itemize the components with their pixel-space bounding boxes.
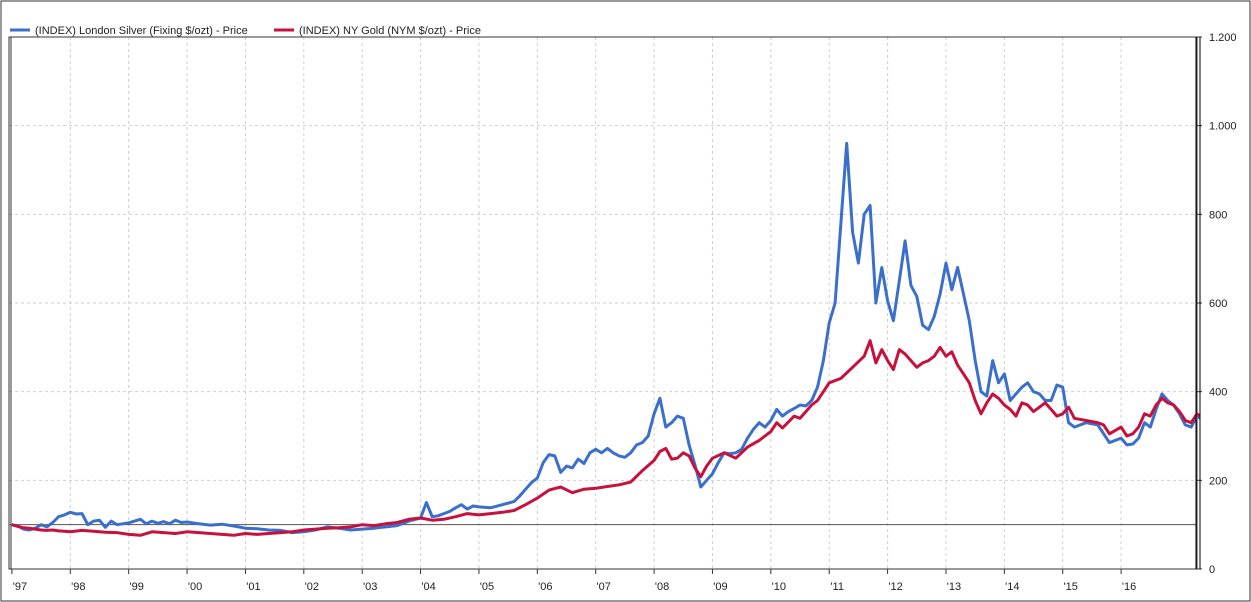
y-tick-label: 400 [1209, 387, 1227, 399]
x-tick-label: '16 [1122, 581, 1136, 593]
legend-item-gold[interactable]: (INDEX) NY Gold (NYM $/ozt) - Price [274, 25, 481, 37]
plot-frame [8, 36, 1198, 570]
x-tick-label: '08 [655, 581, 669, 593]
series-line-gold[interactable] [11, 339, 1201, 537]
x-tick-label: '09 [713, 581, 727, 593]
x-tick-label: '02 [305, 581, 319, 593]
y-tick-label: 200 [1209, 475, 1227, 487]
x-tick-label: '00 [188, 581, 202, 593]
x-tick-label: '06 [538, 581, 552, 593]
legend-label-gold: (INDEX) NY Gold (NYM $/ozt) - Price [299, 25, 481, 37]
y-tick-label: 1.200 [1209, 32, 1237, 44]
x-tick-label: '11 [830, 581, 844, 593]
x-tick-label: '04 [421, 581, 435, 593]
series-line-silver[interactable] [11, 141, 1201, 535]
x-tick-label: '15 [1064, 581, 1078, 593]
x-tick-label: '98 [71, 581, 85, 593]
y-tick-label: 0 [1209, 564, 1215, 576]
y-tick-label: 1.000 [1209, 121, 1237, 133]
x-tick-label: '99 [130, 581, 144, 593]
legend-item-silver[interactable]: (INDEX) London Silver (Fixing $/ozt) - P… [10, 25, 248, 37]
x-tick-label: '05 [480, 581, 494, 593]
x-tick-label: '13 [947, 581, 961, 593]
legend: (INDEX) London Silver (Fixing $/ozt) - P… [10, 25, 481, 37]
x-tick-label: '07 [597, 581, 611, 593]
series-layer [11, 37, 1201, 569]
x-tick-label: '03 [363, 581, 377, 593]
y-tick-label: 800 [1209, 209, 1227, 221]
legend-label-silver: (INDEX) London Silver (Fixing $/ozt) - P… [35, 25, 248, 37]
y-tick-label: 600 [1209, 298, 1227, 310]
x-tick-label: '14 [1005, 581, 1019, 593]
x-tick-label: '12 [888, 581, 902, 593]
x-tick-label: '10 [772, 581, 786, 593]
x-tick-label: '01 [246, 581, 260, 593]
x-tick-label: '97 [13, 581, 27, 593]
